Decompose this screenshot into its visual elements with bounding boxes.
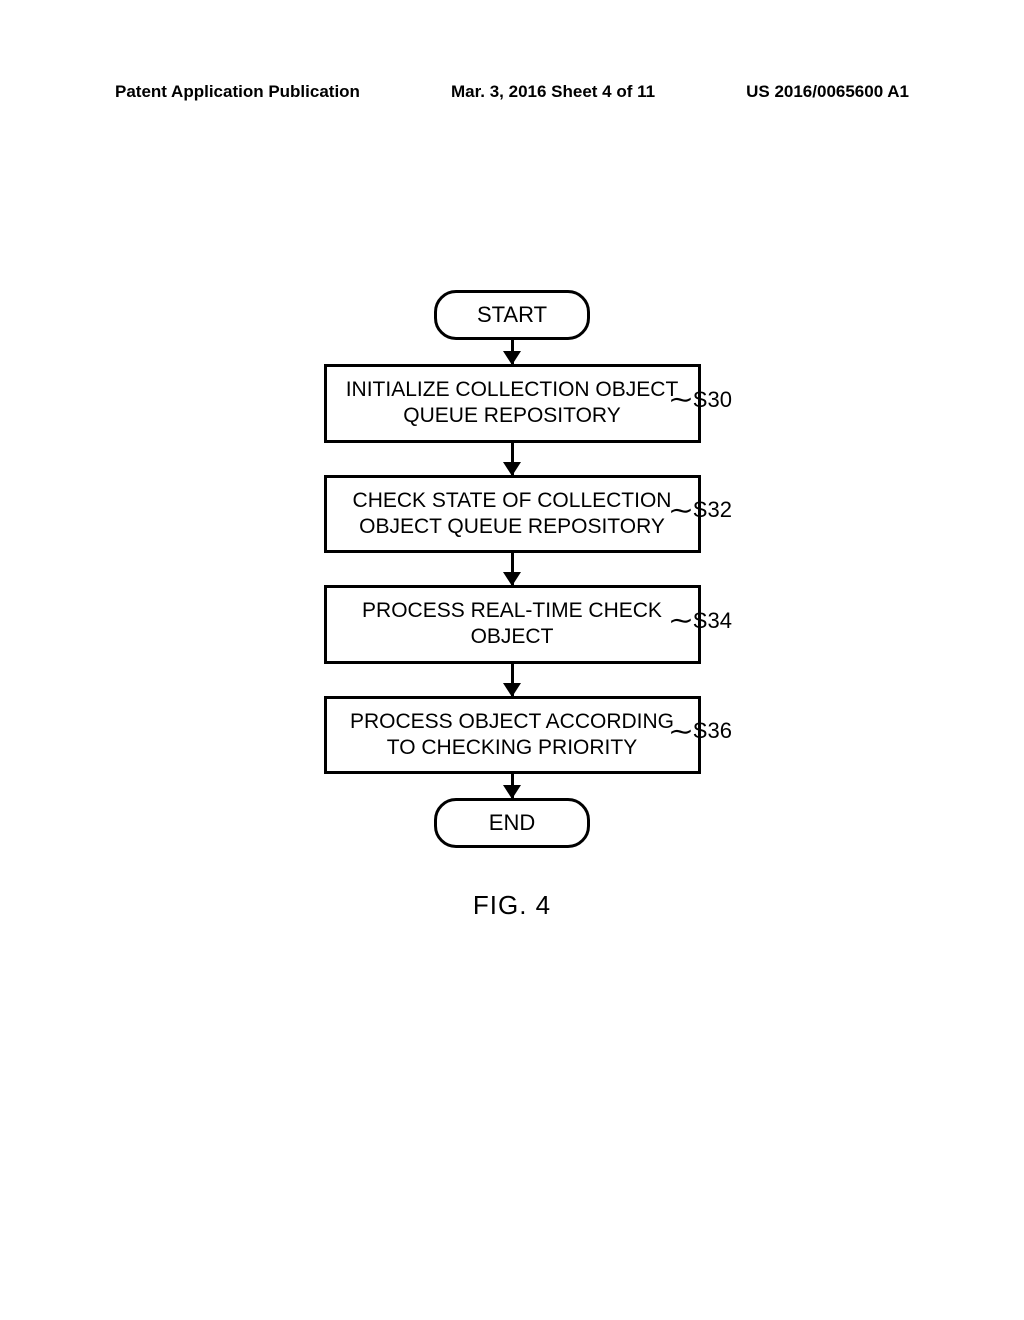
- header-right: US 2016/0065600 A1: [746, 82, 909, 102]
- process-text: CHECK STATE OF COLLECTION OBJECT QUEUE R…: [353, 489, 672, 538]
- step-row: CHECK STATE OF COLLECTION OBJECT QUEUE R…: [0, 475, 1024, 554]
- process-text: INITIALIZE COLLECTION OBJECT QUEUE REPOS…: [346, 378, 679, 427]
- tilde-icon: ∼: [668, 605, 694, 636]
- flowchart: START INITIALIZE COLLECTION OBJECT QUEUE…: [0, 290, 1024, 921]
- end-terminator: END: [434, 798, 590, 848]
- step-row: PROCESS REAL-TIME CHECK OBJECT ∼S34: [0, 585, 1024, 664]
- process-text: PROCESS REAL-TIME CHECK OBJECT: [362, 599, 662, 648]
- step-ref: S30: [693, 387, 732, 413]
- page-header: Patent Application Publication Mar. 3, 2…: [115, 82, 909, 102]
- start-terminator: START: [434, 290, 590, 340]
- process-box: PROCESS OBJECT ACCORDING TO CHECKING PRI…: [324, 696, 701, 775]
- arrow-icon: [511, 774, 514, 798]
- arrow-icon: [511, 664, 514, 696]
- step-ref: S34: [693, 608, 732, 634]
- process-box: INITIALIZE COLLECTION OBJECT QUEUE REPOS…: [324, 364, 701, 443]
- page: Patent Application Publication Mar. 3, 2…: [0, 0, 1024, 1320]
- header-left: Patent Application Publication: [115, 82, 360, 102]
- arrow-icon: [511, 443, 514, 475]
- step-ref-label: ∼S32: [670, 495, 732, 526]
- step-ref: S36: [693, 718, 732, 744]
- header-center: Mar. 3, 2016 Sheet 4 of 11: [451, 82, 655, 102]
- step-row: INITIALIZE COLLECTION OBJECT QUEUE REPOS…: [0, 364, 1024, 443]
- arrow-icon: [511, 553, 514, 585]
- step-ref: S32: [693, 497, 732, 523]
- start-label: START: [477, 302, 547, 328]
- end-label: END: [489, 810, 535, 836]
- tilde-icon: ∼: [668, 716, 694, 747]
- step-ref-label: ∼S34: [670, 605, 732, 636]
- process-text: PROCESS OBJECT ACCORDING TO CHECKING PRI…: [350, 710, 674, 759]
- step-row: PROCESS OBJECT ACCORDING TO CHECKING PRI…: [0, 696, 1024, 775]
- arrow-icon: [511, 340, 514, 364]
- step-ref-label: ∼S30: [670, 384, 732, 415]
- step-ref-label: ∼S36: [670, 716, 732, 747]
- process-box: CHECK STATE OF COLLECTION OBJECT QUEUE R…: [324, 475, 701, 554]
- tilde-icon: ∼: [668, 384, 694, 415]
- process-box: PROCESS REAL-TIME CHECK OBJECT: [324, 585, 701, 664]
- tilde-icon: ∼: [668, 495, 694, 526]
- figure-caption: FIG. 4: [0, 890, 1024, 921]
